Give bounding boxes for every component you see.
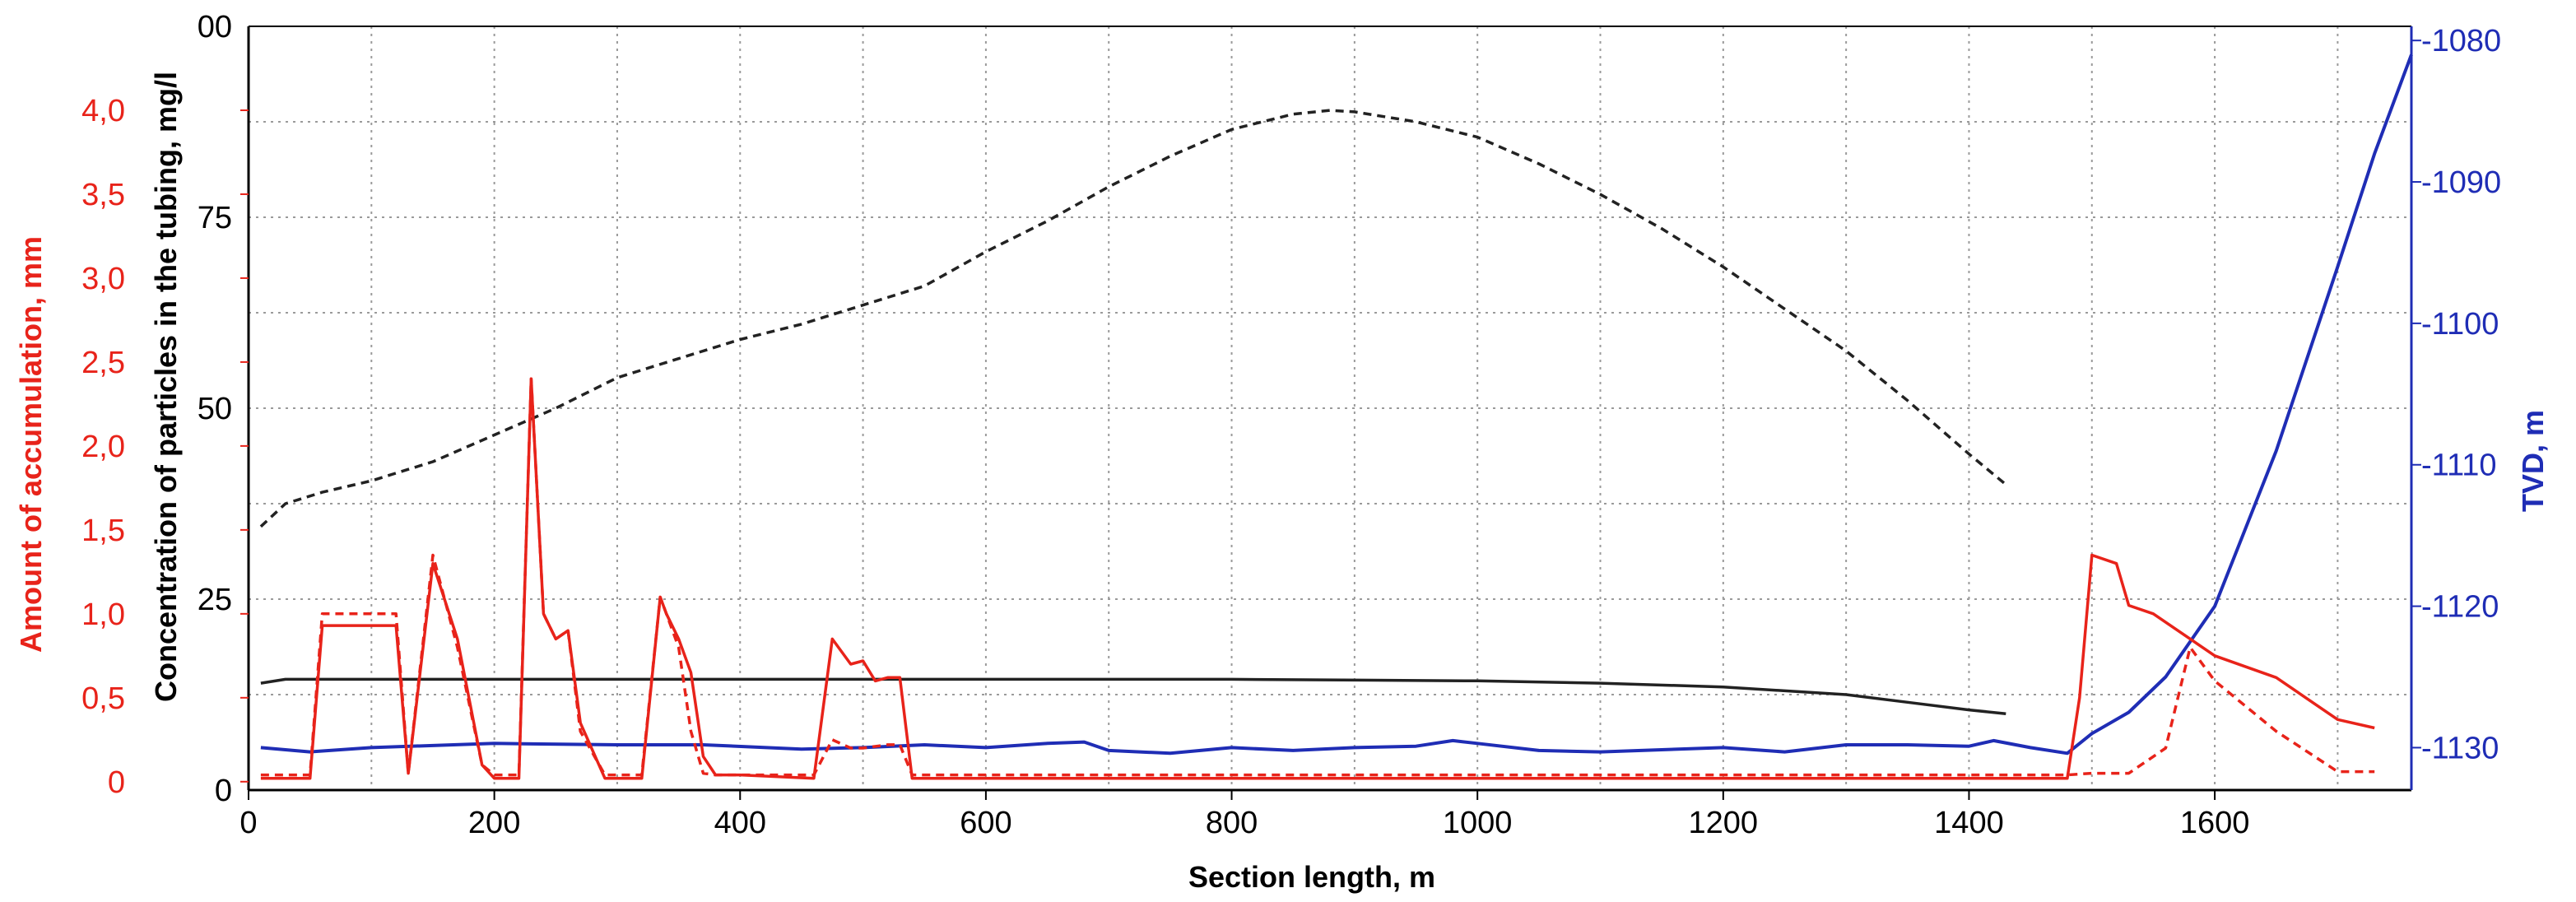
tick-labels: 0 200 400 600 800 1000 1200 1400 1600 0 0,5 1,0 1,5 2…: [81, 10, 2501, 840]
tvd-tick-label: -1090: [2421, 165, 2501, 200]
x-tick-label: 600: [960, 806, 1011, 840]
series-line-1-concentration-solid: [260, 677, 2006, 715]
accumulation-tick-label: 3,5: [81, 178, 125, 212]
x-tick-label: 1400: [1934, 806, 2004, 840]
series-line-0-concentration-dashed: [259, 109, 2007, 528]
concentration-tick-label: 25: [198, 583, 232, 617]
accumulation-tick-label: 2,0: [81, 430, 125, 464]
x-tick-label: 1000: [1443, 806, 1513, 840]
x-tick-label: 1200: [1689, 806, 1759, 840]
accumulation-tick-label: 1,5: [81, 514, 125, 548]
accumulation-tick-label: 4,0: [81, 94, 125, 128]
accumulation-tick-label: 2,5: [81, 346, 125, 380]
series-layer: [259, 53, 2413, 780]
y-axis-title-concentration: Concentration of particles in the tubing…: [149, 72, 183, 702]
x-tick-label: 200: [468, 806, 520, 840]
series-line-4-accumulation-dashed: [260, 377, 2375, 777]
x-tick-label: 1600: [2180, 806, 2250, 840]
concentration-tick-label: 00: [198, 10, 232, 44]
plot-frame: [240, 26, 2421, 800]
tvd-tick-label: -1080: [2421, 24, 2501, 58]
tvd-tick-label: -1100: [2421, 307, 2499, 342]
accumulation-tick-label: 1,0: [81, 597, 125, 632]
x-axis-title: Section length, m: [1188, 860, 1435, 894]
concentration-tick-label: 50: [198, 392, 232, 426]
accumulation-tick-label: 0: [108, 765, 125, 800]
y-axis-title-accumulation: Amount of accumulation, mm: [14, 236, 48, 653]
tvd-tick-label: -1110: [2421, 449, 2497, 483]
accumulation-tick-label: 0,5: [81, 681, 125, 716]
x-tick-label: 800: [1206, 806, 1258, 840]
concentration-tick-label: 75: [198, 201, 232, 235]
tvd-tick-label: -1120: [2421, 590, 2499, 625]
grid: [249, 26, 2411, 790]
concentration-tick-label: 0: [215, 774, 232, 808]
accumulation-tick-label: 3,0: [81, 262, 125, 296]
x-tick-label: 0: [239, 806, 257, 840]
x-tick-label: 400: [714, 806, 766, 840]
tvd-tick-label: -1130: [2421, 731, 2499, 765]
y-axis-title-tvd: TVD, m: [2516, 410, 2550, 512]
series-line-2-tvd-solid: [260, 53, 2413, 756]
